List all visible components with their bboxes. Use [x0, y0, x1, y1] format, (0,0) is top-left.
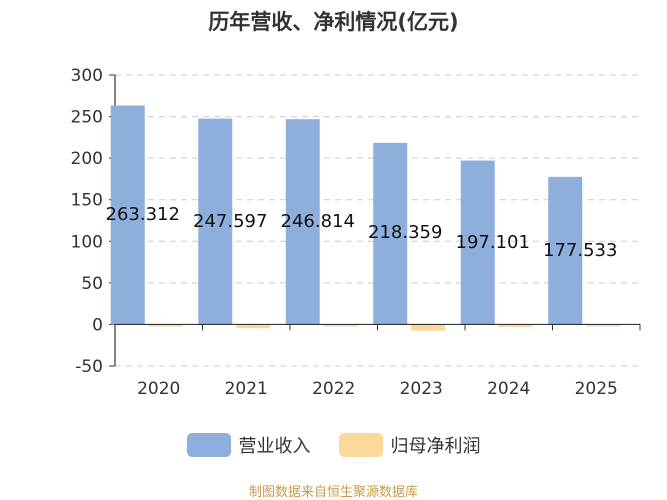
bar-revenue [548, 176, 583, 325]
bar-revenue [110, 105, 145, 325]
y-tick-label: 150 [71, 191, 103, 211]
legend-label-net-profit: 归母净利润 [390, 436, 481, 457]
legend-swatch-revenue [186, 433, 231, 457]
bar-revenue [460, 160, 495, 325]
x-tick-label: 2021 [225, 379, 268, 399]
legend-label-revenue: 营业收入 [238, 436, 311, 457]
x-tick-label: 2022 [312, 379, 355, 399]
data-label-revenue: 177.533 [543, 240, 617, 261]
data-label-revenue: 197.101 [456, 232, 530, 253]
data-label-revenue: 247.597 [193, 211, 267, 232]
y-tick-label: 100 [71, 232, 103, 252]
bar-net-profit [498, 324, 533, 327]
bar-revenue [373, 142, 408, 325]
bar-net-profit [411, 324, 446, 331]
bar-net-profit [236, 324, 271, 329]
y-tick-label: 300 [71, 66, 103, 86]
legend-swatch-net-profit [338, 433, 383, 457]
data-label-revenue: 246.814 [281, 211, 355, 232]
y-tick-label: 250 [71, 108, 103, 128]
x-tick-label: 2025 [575, 379, 618, 399]
data-label-revenue: 263.312 [106, 204, 180, 225]
x-tick-label: 2023 [400, 379, 443, 399]
y-tick-label: 50 [81, 274, 103, 294]
legend: 营业收入 归母净利润 [0, 432, 667, 458]
x-tick-label: 2024 [487, 379, 530, 399]
bar-net-profit [148, 324, 183, 327]
x-tick-label: 2020 [137, 379, 180, 399]
data-label-revenue: 218.359 [368, 222, 442, 243]
y-tick-label: 0 [92, 315, 103, 335]
bar-net-profit [586, 324, 621, 327]
bar-revenue [285, 119, 320, 325]
bar-revenue [198, 118, 233, 325]
legend-item-net-profit[interactable]: 归母净利润 [338, 432, 481, 458]
bar-net-profit [323, 324, 358, 327]
legend-item-revenue[interactable]: 营业收入 [186, 432, 311, 458]
source-note: 制图数据来自恒生聚源数据库 [248, 485, 418, 500]
chart-title: 历年营收、净利情况(亿元) [208, 10, 459, 34]
y-tick-label: 200 [71, 149, 103, 169]
y-tick-label: -50 [75, 357, 103, 377]
